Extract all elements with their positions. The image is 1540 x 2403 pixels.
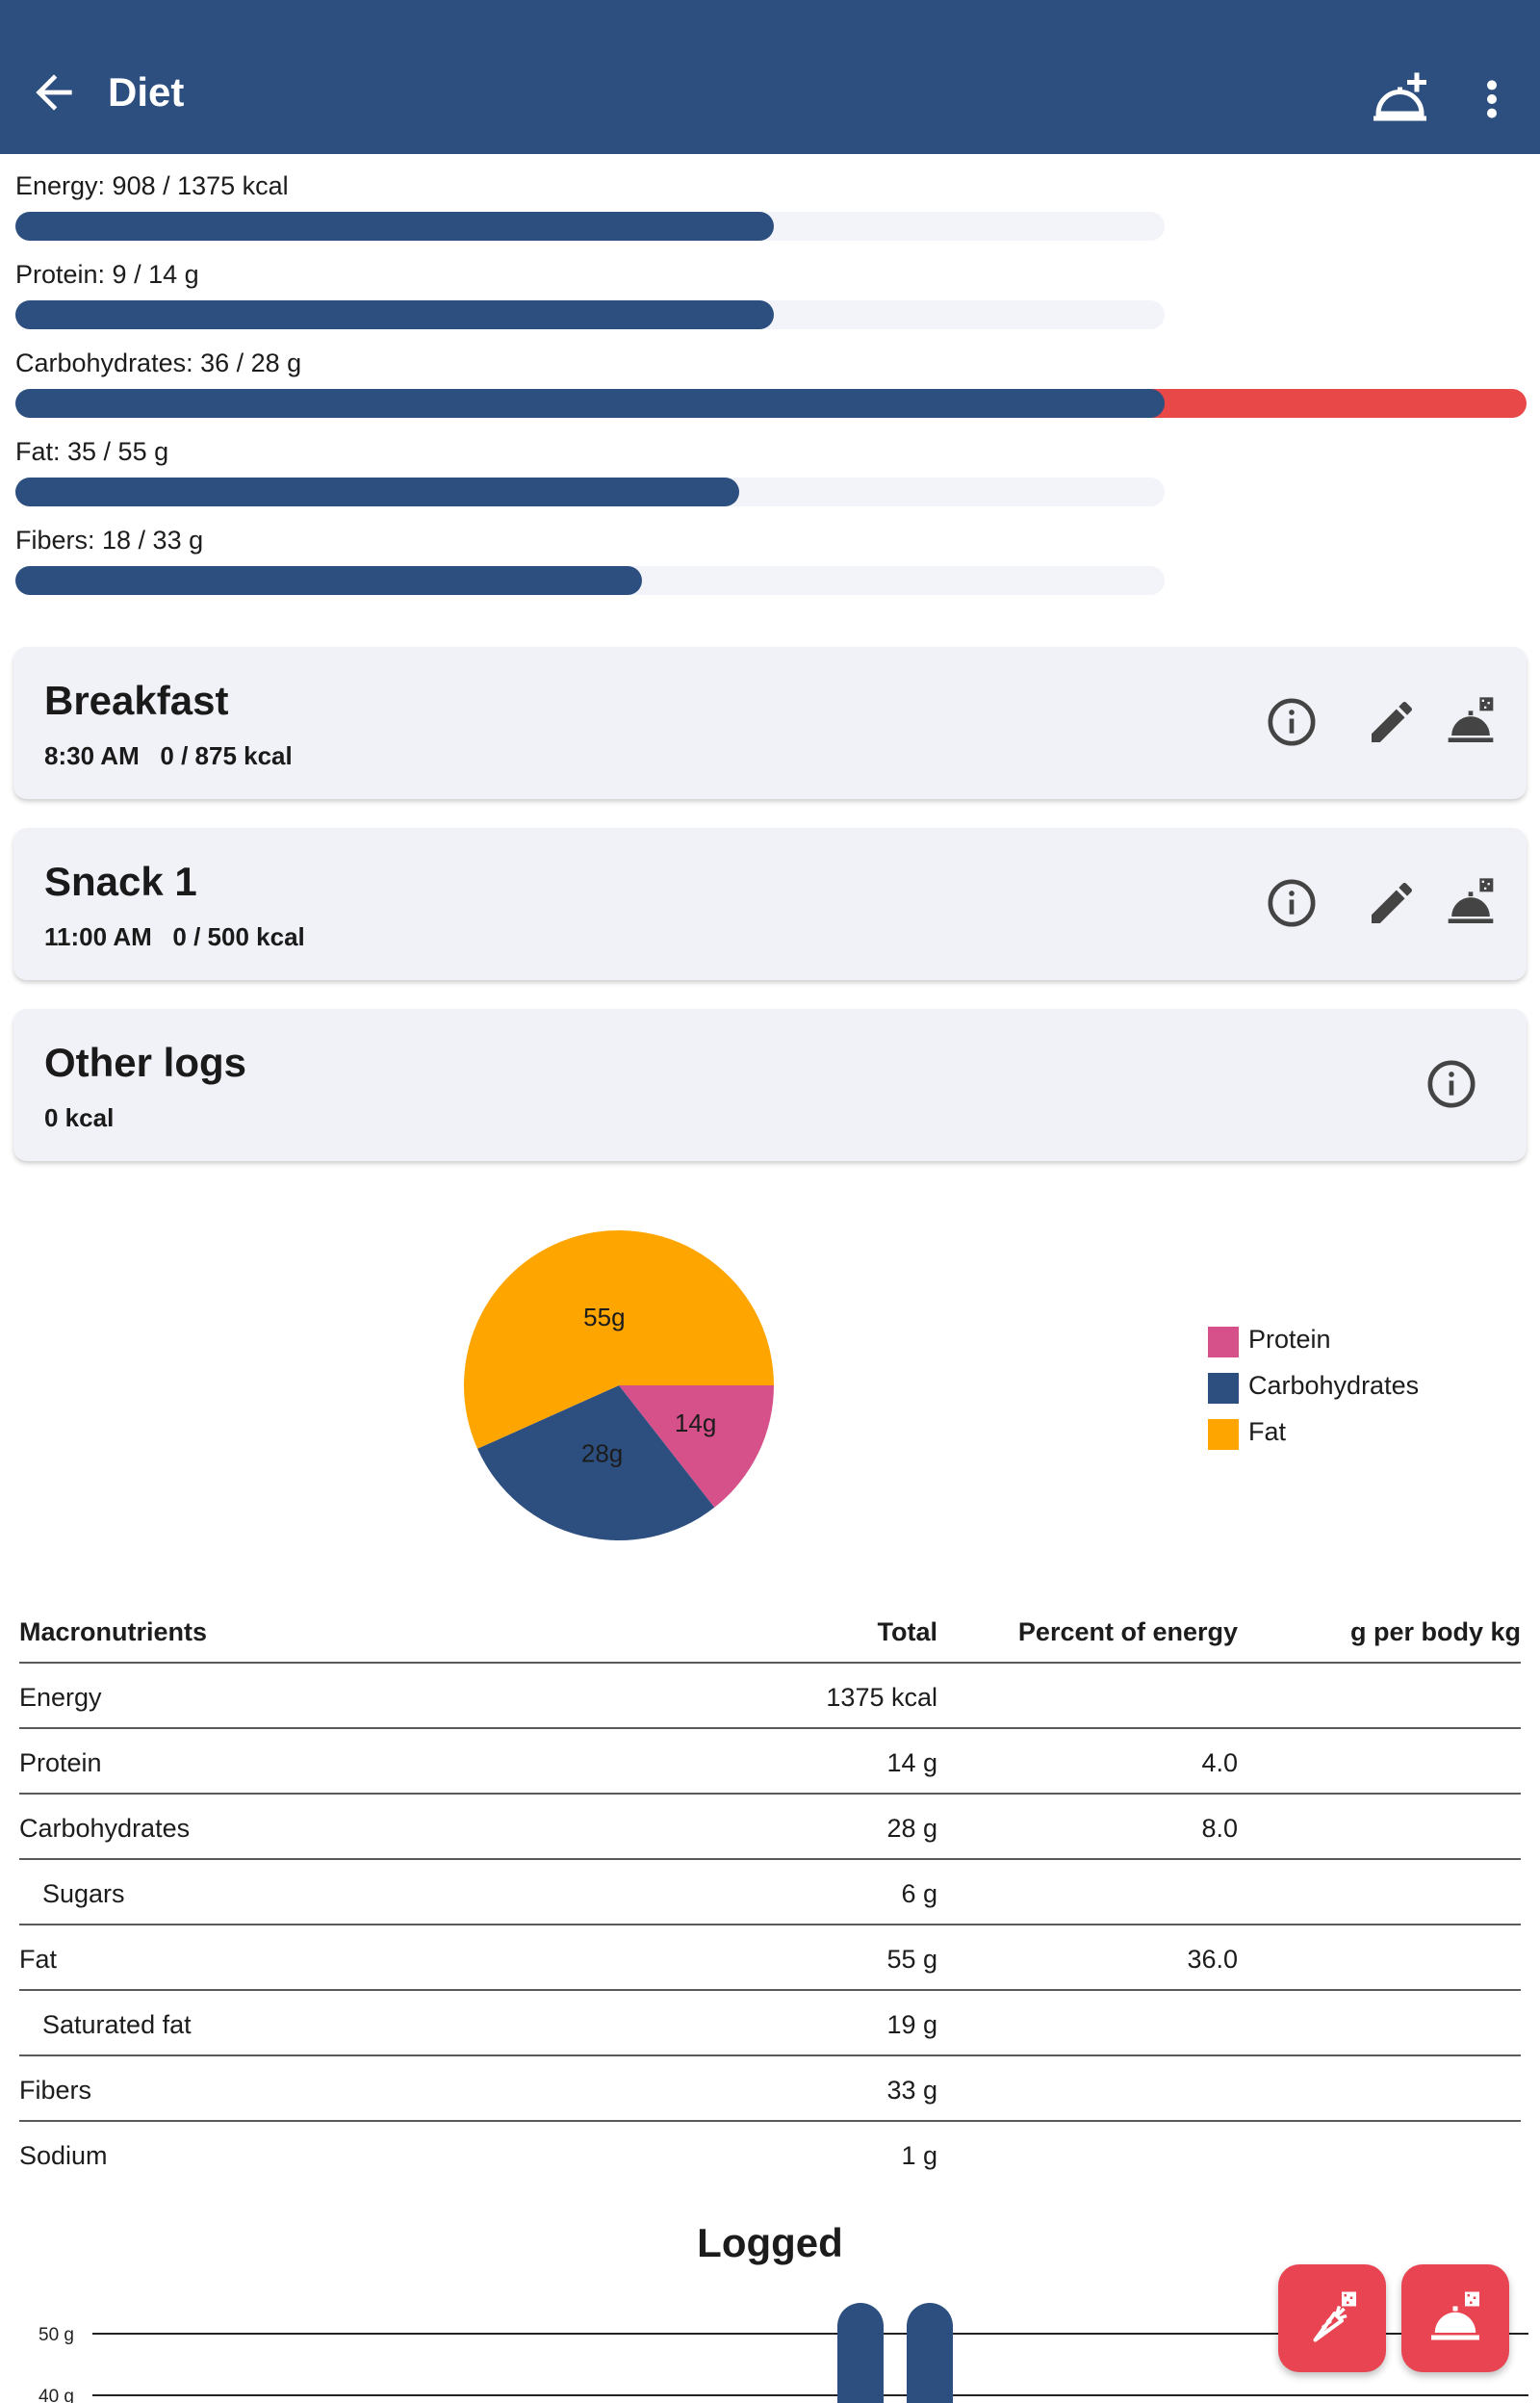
progress-label: Energy: 908 / 1375 kcal — [15, 171, 289, 200]
pie-slice-label: 14g — [675, 1408, 716, 1437]
progress-label: Carbohydrates: 36 / 28 g — [15, 349, 302, 377]
total-cell: 19 g — [886, 2010, 937, 2039]
macronutrient-pie-chart: 14g 28g 55g — [464, 1230, 774, 1540]
legend-swatch — [1208, 1373, 1239, 1404]
progress-fill — [15, 389, 1165, 418]
energy-progress: Energy: 908 / 1375 kcal — [15, 171, 1527, 260]
app-bar: Diet — [0, 0, 1540, 154]
protein-progress: Protein: 9 / 14 g — [15, 260, 1527, 349]
progress-label: Protein: 9 / 14 g — [15, 260, 199, 289]
pencil-icon[interactable] — [1365, 695, 1419, 749]
progress-fill — [15, 566, 642, 595]
percent-energy-cell: 8.0 — [1201, 1814, 1238, 1843]
legend-swatch — [1208, 1327, 1239, 1357]
nutrient-progress-list: Energy: 908 / 1375 kcal Protein: 9 / 14 … — [15, 171, 1527, 614]
table-row: Carbohydrates 28 g 8.0 — [19, 1795, 1521, 1860]
log-ingredient-icon — [1313, 2291, 1356, 2342]
add-meal-icon[interactable] — [1369, 69, 1436, 129]
nutrient-name: Carbohydrates — [19, 1814, 191, 1843]
legend-label: Fat — [1248, 1417, 1287, 1446]
fat-progress: Fat: 35 / 55 g — [15, 437, 1527, 526]
column-header: g per body kg — [1349, 1617, 1521, 1646]
info-icon[interactable] — [1424, 1057, 1478, 1111]
total-cell: 1 g — [901, 2141, 937, 2170]
chart-bar — [907, 2303, 953, 2403]
progress-overflow — [1150, 389, 1527, 418]
meal-name: Breakfast — [44, 678, 229, 723]
log-meal-icon[interactable] — [1444, 695, 1498, 749]
column-header: Macronutrients — [19, 1617, 208, 1646]
macronutrients-table: Macronutrients Total Percent of energy g… — [19, 1598, 1521, 2187]
progress-label: Fat: 35 / 55 g — [15, 437, 169, 466]
nutrient-name: Fibers — [19, 2076, 92, 2105]
meal-summary: 0 kcal — [44, 1103, 115, 1132]
percent-energy-cell: 4.0 — [1201, 1748, 1238, 1777]
progress-fill — [15, 212, 775, 241]
log-meal-button[interactable] — [1401, 2264, 1509, 2372]
nutrient-name: Sugars — [42, 1879, 125, 1908]
progress-fill — [15, 478, 740, 506]
legend-label: Carbohydrates — [1248, 1371, 1420, 1400]
total-cell: 14 g — [886, 1748, 937, 1777]
table-row: Protein 14 g 4.0 — [19, 1729, 1521, 1795]
legend-swatch — [1208, 1419, 1239, 1450]
pie-slice-fat — [464, 1230, 774, 1449]
info-icon[interactable] — [1265, 695, 1319, 749]
nutrient-name: Sodium — [19, 2141, 108, 2170]
total-cell: 6 g — [901, 1879, 937, 1908]
log-ingredient-button[interactable] — [1278, 2264, 1386, 2372]
page-title: Diet — [108, 69, 185, 115]
meal-name: Other logs — [44, 1040, 247, 1085]
table-row: Fat 55 g 36.0 — [19, 1925, 1521, 1991]
meal-card-other-logs[interactable]: Other logs 0 kcal — [13, 1009, 1527, 1161]
table-row: Sugars 6 g — [19, 1860, 1521, 1925]
log-meal-icon[interactable] — [1444, 876, 1498, 930]
pencil-icon[interactable] — [1365, 876, 1419, 930]
percent-energy-cell: 36.0 — [1187, 1945, 1238, 1974]
nutrient-name: Saturated fat — [42, 2010, 192, 2039]
table-row: Saturated fat 19 g — [19, 1991, 1521, 2056]
logged-chart-title: Logged — [697, 2220, 843, 2265]
meal-summary: 8:30 AM 0 / 875 kcal — [44, 741, 293, 770]
nutrient-name: Energy — [19, 1683, 102, 1712]
nutrient-name: Protein — [19, 1748, 102, 1777]
chart-bar — [837, 2303, 884, 2403]
column-header: Total — [877, 1617, 938, 1646]
total-cell: 33 g — [886, 2076, 937, 2105]
legend-label: Protein — [1248, 1325, 1331, 1354]
total-cell: 28 g — [886, 1814, 937, 1843]
column-header: Percent of energy — [1017, 1617, 1238, 1646]
y-tick-label: 40 g — [38, 2387, 74, 2403]
table-header-row: Macronutrients Total Percent of energy g… — [19, 1598, 1521, 1664]
nutrient-name: Fat — [19, 1945, 58, 1974]
pie-slice-label: 55g — [583, 1303, 625, 1331]
logged-bar-chart: 50 g 40 g — [38, 2303, 1528, 2403]
total-cell: 1375 kcal — [826, 1683, 937, 1712]
table-row: Fibers 33 g — [19, 2056, 1521, 2122]
y-tick-label: 50 g — [38, 2325, 74, 2345]
table-row: Sodium 1 g — [19, 2122, 1521, 2187]
table-row: Energy 1375 kcal — [19, 1664, 1521, 1729]
carbohydrates-progress: Carbohydrates: 36 / 28 g — [15, 349, 1527, 437]
arrow-left-icon[interactable] — [27, 65, 81, 119]
pie-slice-carbohydrates — [477, 1385, 715, 1540]
meal-card-snack-1[interactable]: Snack 1 11:00 AM 0 / 500 kcal — [13, 828, 1527, 980]
pie-slice-label: 28g — [581, 1438, 623, 1467]
meal-summary: 11:00 AM 0 / 500 kcal — [44, 922, 305, 951]
meal-card-breakfast[interactable]: Breakfast 8:30 AM 0 / 875 kcal — [13, 647, 1527, 799]
fibers-progress: Fibers: 18 / 33 g — [15, 526, 1527, 614]
meal-name: Snack 1 — [44, 859, 197, 904]
progress-label: Fibers: 18 / 33 g — [15, 526, 204, 555]
log-meal-icon — [1431, 2291, 1479, 2340]
info-icon[interactable] — [1265, 876, 1319, 930]
pie-slice-protein — [619, 1385, 774, 1508]
progress-fill — [15, 300, 775, 329]
more-vertical-icon[interactable] — [1473, 75, 1511, 123]
total-cell: 55 g — [886, 1945, 937, 1974]
